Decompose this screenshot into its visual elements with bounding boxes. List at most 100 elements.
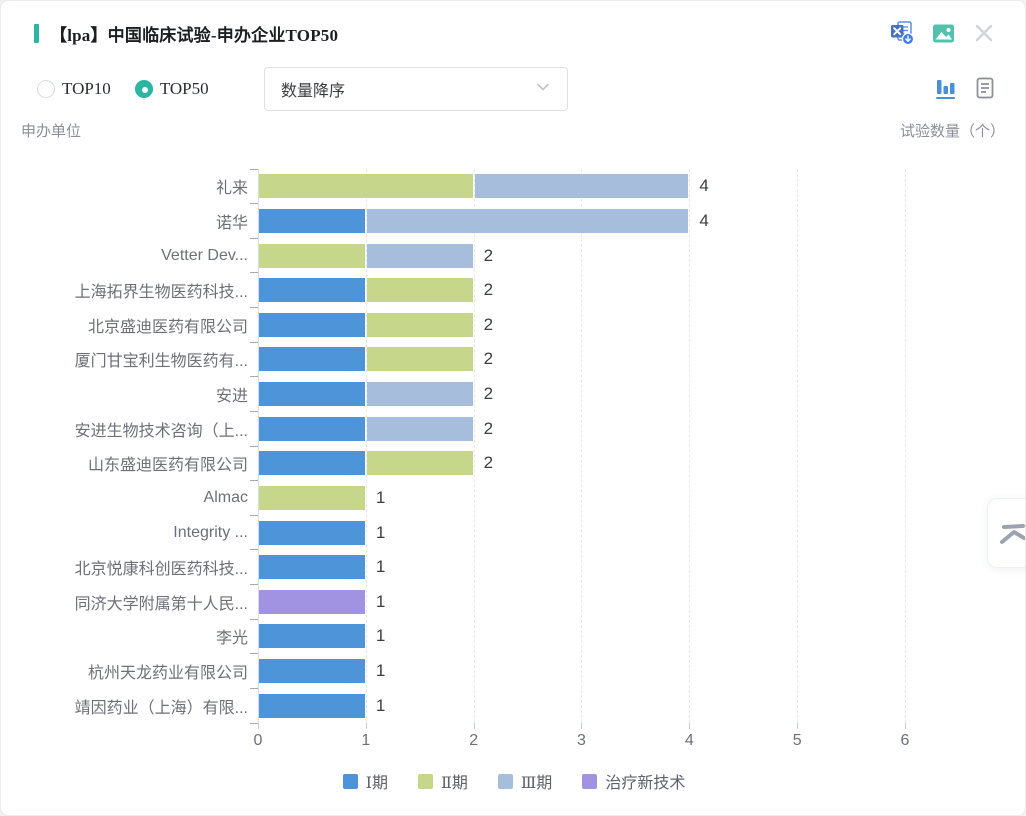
y-axis-tick <box>250 514 258 516</box>
radio-top50-circle <box>134 80 153 98</box>
category-label: 北京盛迪医药有限公司 <box>87 318 248 336</box>
bar-stack: 1 <box>259 485 1025 510</box>
bar-segment-phase-2[interactable] <box>366 278 473 303</box>
bar-value-label: 2 <box>483 418 494 438</box>
legend-label: 治疗新技术 <box>605 775 686 792</box>
chart-row: Integrity ... 1 <box>1 515 1025 550</box>
bar-segment-phase-1[interactable] <box>259 382 365 407</box>
gridline <box>473 169 475 723</box>
bar-segment-phase-1[interactable] <box>259 312 365 337</box>
legend-label: Ⅲ期 <box>520 775 553 792</box>
category-label: Vetter Dev... <box>161 246 248 264</box>
legend-item-phase-1[interactable]: Ⅰ期 <box>342 769 388 793</box>
y-axis-caption: 申办单位 <box>21 123 82 140</box>
bar-segment-phase-1[interactable] <box>259 520 365 545</box>
bar-value-label: 4 <box>699 176 709 196</box>
close-icon[interactable] <box>971 20 997 46</box>
category-label: 礼来 <box>215 180 248 198</box>
bar-segment-phase-1[interactable] <box>259 416 365 441</box>
chart-grid <box>250 168 907 729</box>
gridline <box>689 169 691 723</box>
bar-stack: 1 <box>259 693 1025 718</box>
y-axis-tick <box>250 307 258 308</box>
bar-segment-phase-3[interactable] <box>366 243 473 268</box>
bar-segment-phase-1[interactable] <box>259 208 365 233</box>
radio-top50-label: TOP50 <box>159 79 209 98</box>
bar-segment-phase-2[interactable] <box>366 312 473 337</box>
radio-top10[interactable]: TOP10 <box>37 79 111 99</box>
bar-segment-phase-1[interactable] <box>259 278 365 303</box>
chevron-down-icon <box>535 79 551 100</box>
bar-stack: 4 <box>259 174 1025 199</box>
gridline <box>904 169 906 723</box>
bar-segment-phase-2[interactable] <box>366 451 473 476</box>
category-label: 厦门甘宝利生物医药有... <box>74 353 248 371</box>
category-label: 杭州天龙药业有限公司 <box>87 665 248 683</box>
excel-download-icon[interactable] <box>889 20 915 46</box>
bar-value-label: 2 <box>483 349 494 369</box>
x-axis-caption: 试验数量（个） <box>899 123 1005 140</box>
chart-row: 安进 2 <box>1 377 1025 412</box>
y-axis-tick <box>250 722 258 724</box>
bar-chart-view-icon[interactable] <box>934 75 958 101</box>
bar-segment-phase-3[interactable] <box>366 208 689 233</box>
x-axis-tick <box>258 723 259 729</box>
bar-stack: 2 <box>259 416 1025 441</box>
x-axis-tick <box>473 723 475 729</box>
category-label: 上海拓界生物医药科技... <box>74 284 248 302</box>
bar-segment-phase-3[interactable] <box>366 416 473 441</box>
list-view-icon[interactable] <box>973 75 997 101</box>
radio-top50[interactable]: TOP50 <box>134 79 209 99</box>
bar-segment-phase-1[interactable] <box>259 555 365 580</box>
y-axis-tick <box>250 203 258 205</box>
bar-segment-phase-2[interactable] <box>366 347 473 372</box>
y-axis-tick <box>250 410 258 412</box>
sort-order-select[interactable]: 数量降序 <box>264 67 568 111</box>
title-accent-bar <box>34 24 39 43</box>
bar-value-label: 1 <box>375 695 386 715</box>
bar-segment-phase-2[interactable] <box>259 485 365 510</box>
legend-item-phase-2[interactable]: Ⅱ期 <box>417 769 468 793</box>
bar-stack: 2 <box>259 347 1025 372</box>
bar-segment-new-tech[interactable] <box>259 589 365 614</box>
legend-item-phase-3[interactable]: Ⅲ期 <box>497 769 553 793</box>
bar-segment-phase-1[interactable] <box>259 693 365 718</box>
bar-value-label: 1 <box>375 661 386 681</box>
top-n-radio-group: TOP10 TOP50 <box>37 67 209 111</box>
bar-segment-phase-3[interactable] <box>366 382 473 407</box>
image-export-icon[interactable] <box>930 20 956 46</box>
header-actions <box>889 20 997 46</box>
collapse-panel-button[interactable] <box>987 498 1025 568</box>
category-label: 安进生物技术咨询（上... <box>74 422 248 440</box>
y-axis-tick <box>250 168 258 170</box>
gridline <box>365 169 367 723</box>
chart-row: 安进生物技术咨询（上... 2 <box>1 411 1025 446</box>
legend-item-new-tech[interactable]: 治疗新技术 <box>582 769 685 793</box>
bar-stack: 4 <box>259 208 1025 233</box>
bar-value-label: 2 <box>483 314 494 334</box>
gridline <box>581 169 583 723</box>
bar-segment-phase-2[interactable] <box>259 174 473 199</box>
stacked-bar-chart: 礼来 4 诺华 4 Vetter Dev... 2 上海拓界生物医药科技... 2 北京盛迪医药… <box>1 168 1025 809</box>
x-axis-tick <box>797 723 799 729</box>
x-axis-tick <box>581 723 583 729</box>
bar-segment-phase-1[interactable] <box>259 451 365 476</box>
bar-value-label: 1 <box>375 591 386 611</box>
y-axis-tick <box>250 272 258 274</box>
bar-segment-phase-1[interactable] <box>259 624 365 649</box>
bar-segment-phase-2[interactable] <box>259 243 365 268</box>
legend-swatch <box>582 773 598 789</box>
panel-title: 【lpa】中国临床试验-申办企业TOP50 <box>50 26 339 45</box>
bar-value-label: 2 <box>483 245 494 265</box>
x-axis-tick <box>365 723 367 729</box>
legend-swatch <box>342 773 358 789</box>
view-toggle <box>934 75 997 101</box>
bar-segment-phase-1[interactable] <box>259 347 365 372</box>
radio-top10-circle <box>37 80 55 98</box>
x-axis-tick-label: 3 <box>577 732 586 749</box>
bar-segment-phase-1[interactable] <box>259 659 365 684</box>
bar-segment-phase-3[interactable] <box>474 174 689 199</box>
category-label: 诺华 <box>215 214 248 232</box>
category-label: 李光 <box>215 630 248 648</box>
bar-stack: 1 <box>259 659 1025 684</box>
